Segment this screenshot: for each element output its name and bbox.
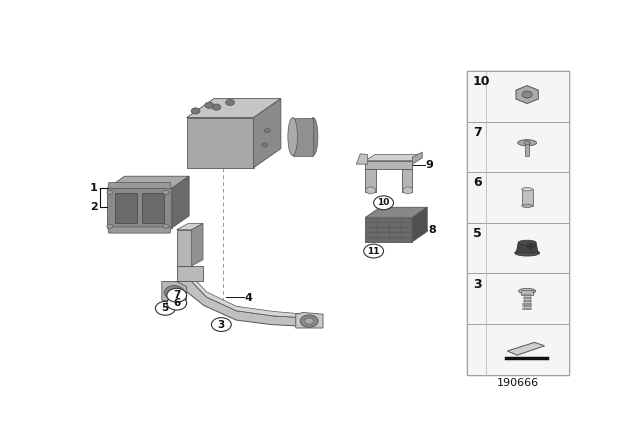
Bar	[525, 142, 529, 156]
Polygon shape	[365, 207, 428, 218]
Circle shape	[212, 104, 221, 110]
Polygon shape	[292, 117, 313, 155]
Polygon shape	[412, 152, 422, 164]
Circle shape	[167, 289, 187, 302]
Bar	[522, 189, 532, 206]
Polygon shape	[177, 224, 203, 230]
Bar	[467, 71, 568, 121]
Text: 1: 1	[90, 183, 98, 193]
Circle shape	[191, 108, 200, 114]
Polygon shape	[177, 266, 191, 281]
Polygon shape	[108, 176, 189, 188]
Circle shape	[524, 141, 530, 145]
Polygon shape	[191, 224, 203, 266]
Text: 4: 4	[244, 293, 253, 303]
Text: 6: 6	[473, 177, 481, 190]
Polygon shape	[177, 230, 191, 266]
Polygon shape	[403, 169, 412, 192]
Text: 5: 5	[162, 303, 169, 313]
Ellipse shape	[308, 117, 318, 155]
Bar	[467, 223, 568, 273]
FancyBboxPatch shape	[108, 182, 171, 189]
Polygon shape	[142, 194, 164, 223]
Text: 6: 6	[173, 298, 180, 308]
Circle shape	[364, 244, 383, 258]
Ellipse shape	[288, 117, 298, 155]
Text: 190666: 190666	[497, 378, 539, 388]
Ellipse shape	[522, 188, 532, 191]
Polygon shape	[412, 207, 428, 242]
Circle shape	[374, 196, 394, 210]
Circle shape	[163, 190, 169, 194]
Polygon shape	[172, 176, 189, 228]
Circle shape	[225, 99, 234, 105]
Circle shape	[211, 318, 231, 332]
Polygon shape	[356, 154, 367, 164]
Text: 7: 7	[473, 126, 481, 139]
Circle shape	[264, 129, 270, 133]
Polygon shape	[162, 281, 187, 301]
Polygon shape	[187, 99, 281, 117]
Text: 10: 10	[473, 75, 490, 88]
Bar	[467, 121, 568, 172]
Circle shape	[163, 224, 169, 228]
Polygon shape	[365, 218, 412, 242]
Polygon shape	[365, 169, 376, 192]
Polygon shape	[508, 342, 545, 355]
Text: 3: 3	[218, 319, 225, 330]
Bar	[467, 71, 568, 375]
Text: 3: 3	[473, 277, 481, 290]
Circle shape	[169, 289, 179, 296]
Text: 8: 8	[428, 225, 436, 235]
Circle shape	[522, 91, 532, 98]
Text: 5: 5	[473, 227, 481, 240]
Ellipse shape	[518, 240, 536, 245]
Ellipse shape	[518, 140, 536, 146]
Bar	[467, 172, 568, 223]
Circle shape	[107, 224, 113, 228]
Text: 7: 7	[173, 290, 180, 300]
Polygon shape	[187, 117, 253, 168]
Polygon shape	[365, 161, 412, 169]
Text: 11: 11	[367, 246, 380, 255]
Text: 9: 9	[426, 160, 433, 170]
Polygon shape	[296, 313, 323, 328]
Text: 10: 10	[378, 198, 390, 207]
Bar	[521, 290, 533, 295]
Circle shape	[156, 302, 175, 315]
Circle shape	[305, 318, 314, 324]
Bar	[467, 324, 568, 375]
Ellipse shape	[518, 289, 536, 294]
Circle shape	[262, 143, 268, 147]
Text: 2: 2	[90, 202, 98, 212]
Polygon shape	[108, 188, 172, 228]
Circle shape	[300, 315, 318, 327]
Bar	[467, 273, 568, 324]
Circle shape	[107, 190, 113, 194]
Polygon shape	[115, 194, 137, 223]
Bar	[524, 294, 530, 309]
Circle shape	[403, 187, 413, 194]
Polygon shape	[177, 266, 203, 281]
Circle shape	[167, 296, 187, 310]
FancyBboxPatch shape	[108, 227, 171, 233]
Ellipse shape	[515, 250, 540, 256]
Circle shape	[164, 285, 184, 299]
Polygon shape	[365, 155, 422, 161]
Polygon shape	[172, 281, 303, 326]
Polygon shape	[253, 99, 281, 168]
Circle shape	[365, 187, 376, 194]
Circle shape	[205, 102, 214, 108]
Ellipse shape	[522, 204, 532, 207]
Polygon shape	[516, 242, 538, 253]
Polygon shape	[191, 277, 306, 318]
